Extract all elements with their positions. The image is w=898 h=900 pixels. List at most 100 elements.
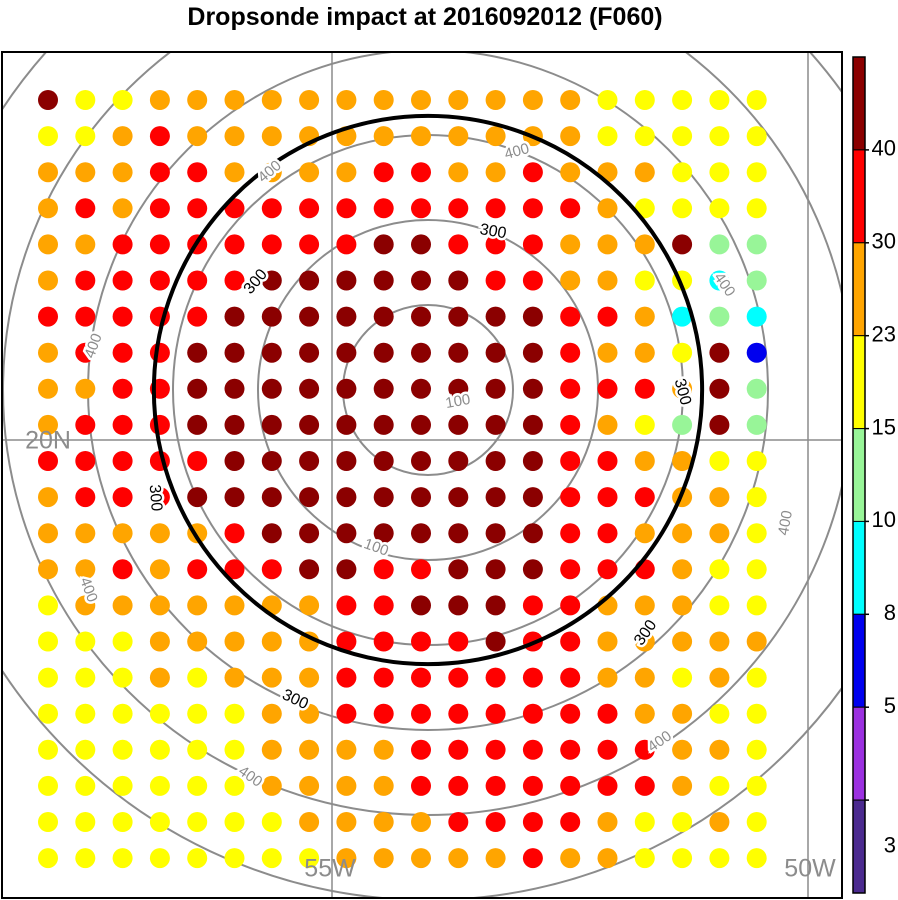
dropsonde-point bbox=[38, 90, 58, 110]
dropsonde-point bbox=[373, 198, 394, 219]
dropsonde-point bbox=[746, 270, 767, 291]
dropsonde-point bbox=[411, 739, 431, 760]
dropsonde-point bbox=[149, 162, 170, 183]
dropsonde-point bbox=[373, 848, 394, 869]
dropsonde-point bbox=[746, 631, 767, 652]
dropsonde-point bbox=[224, 595, 245, 616]
dropsonde-point bbox=[75, 270, 96, 291]
dropsonde-point bbox=[336, 342, 357, 363]
dropsonde-point bbox=[336, 306, 357, 327]
dropsonde-point bbox=[112, 667, 133, 688]
dropsonde-point bbox=[485, 812, 506, 832]
dropsonde-point bbox=[75, 631, 96, 652]
dropsonde-point bbox=[187, 559, 208, 580]
dropsonde-point bbox=[38, 667, 58, 688]
dropsonde-point bbox=[746, 126, 767, 147]
dropsonde-point bbox=[709, 451, 730, 471]
dropsonde-point bbox=[224, 667, 245, 688]
dropsonde-point bbox=[411, 270, 431, 291]
dropsonde-point bbox=[448, 198, 469, 219]
dropsonde-point bbox=[709, 703, 730, 724]
dropsonde-point bbox=[38, 631, 58, 652]
dropsonde-point bbox=[187, 342, 208, 363]
dropsonde-point bbox=[634, 342, 655, 363]
dropsonde-point bbox=[261, 812, 282, 832]
dropsonde-point bbox=[224, 90, 245, 110]
dropsonde-point bbox=[411, 775, 431, 796]
dropsonde-point bbox=[75, 848, 96, 869]
dropsonde-point bbox=[261, 703, 282, 724]
dropsonde-point bbox=[187, 595, 208, 616]
dropsonde-point bbox=[75, 342, 96, 363]
dropsonde-point bbox=[261, 234, 282, 255]
colorbar-label: 8 bbox=[884, 600, 896, 625]
dropsonde-point bbox=[224, 631, 245, 652]
dropsonde-point bbox=[597, 487, 618, 508]
dropsonde-point bbox=[336, 595, 357, 616]
dropsonde-point bbox=[411, 90, 431, 110]
dropsonde-point bbox=[149, 126, 170, 147]
dropsonde-point bbox=[522, 523, 543, 544]
dropsonde-point bbox=[299, 703, 320, 724]
dropsonde-point bbox=[336, 90, 357, 110]
dropsonde-point bbox=[709, 523, 730, 544]
dropsonde-point bbox=[634, 667, 655, 688]
dropsonde-point bbox=[746, 703, 767, 724]
dropsonde-point bbox=[261, 306, 282, 327]
dropsonde-point bbox=[746, 234, 767, 255]
dropsonde-point bbox=[224, 162, 245, 183]
dropsonde-point bbox=[373, 451, 394, 471]
dropsonde-point bbox=[112, 378, 133, 399]
dropsonde-point bbox=[672, 126, 693, 147]
dropsonde-point bbox=[672, 342, 693, 363]
dropsonde-point bbox=[112, 270, 133, 291]
dropsonde-point bbox=[746, 306, 767, 327]
dropsonde-point bbox=[672, 595, 693, 616]
dropsonde-point bbox=[187, 90, 208, 110]
dropsonde-point bbox=[485, 667, 506, 688]
dropsonde-point bbox=[149, 234, 170, 255]
dropsonde-point bbox=[75, 234, 96, 255]
dropsonde-point bbox=[448, 631, 469, 652]
dropsonde-point bbox=[485, 342, 506, 363]
dropsonde-point bbox=[709, 90, 730, 110]
dropsonde-point bbox=[261, 90, 282, 110]
lon-label-55w: 55W bbox=[304, 855, 356, 883]
dropsonde-point bbox=[261, 378, 282, 399]
dropsonde-point bbox=[634, 739, 655, 760]
dropsonde-point bbox=[746, 90, 767, 110]
colorbar-label: 15 bbox=[872, 414, 896, 439]
dropsonde-point bbox=[299, 812, 320, 832]
dropsonde-point bbox=[672, 198, 693, 219]
dropsonde-point bbox=[597, 523, 618, 544]
dropsonde-point bbox=[709, 342, 730, 363]
dropsonde-point bbox=[522, 487, 543, 508]
dropsonde-point bbox=[672, 523, 693, 544]
dropsonde-point bbox=[112, 487, 133, 508]
dropsonde-point bbox=[485, 198, 506, 219]
dropsonde-point bbox=[336, 270, 357, 291]
dropsonde-point bbox=[560, 812, 581, 832]
dropsonde-point bbox=[38, 848, 58, 869]
dropsonde-point bbox=[560, 775, 581, 796]
contour-label-400: 400 bbox=[81, 331, 106, 360]
dropsonde-point bbox=[597, 451, 618, 471]
dropsonde-point bbox=[336, 378, 357, 399]
dropsonde-point bbox=[522, 378, 543, 399]
dropsonde-point bbox=[336, 451, 357, 471]
dropsonde-point bbox=[38, 739, 58, 760]
dropsonde-point bbox=[112, 559, 133, 580]
dropsonde-point bbox=[149, 775, 170, 796]
dropsonde-point bbox=[597, 631, 618, 652]
colorbar-segment bbox=[852, 799, 866, 894]
dropsonde-point bbox=[149, 414, 170, 435]
dropsonde-point bbox=[112, 90, 133, 110]
dropsonde-point bbox=[485, 306, 506, 327]
dropsonde-point bbox=[261, 739, 282, 760]
dropsonde-point bbox=[149, 812, 170, 832]
dropsonde-point bbox=[224, 378, 245, 399]
dropsonde-point bbox=[112, 739, 133, 760]
dropsonde-point bbox=[38, 342, 58, 363]
dropsonde-point bbox=[112, 631, 133, 652]
dropsonde-point bbox=[75, 306, 96, 327]
